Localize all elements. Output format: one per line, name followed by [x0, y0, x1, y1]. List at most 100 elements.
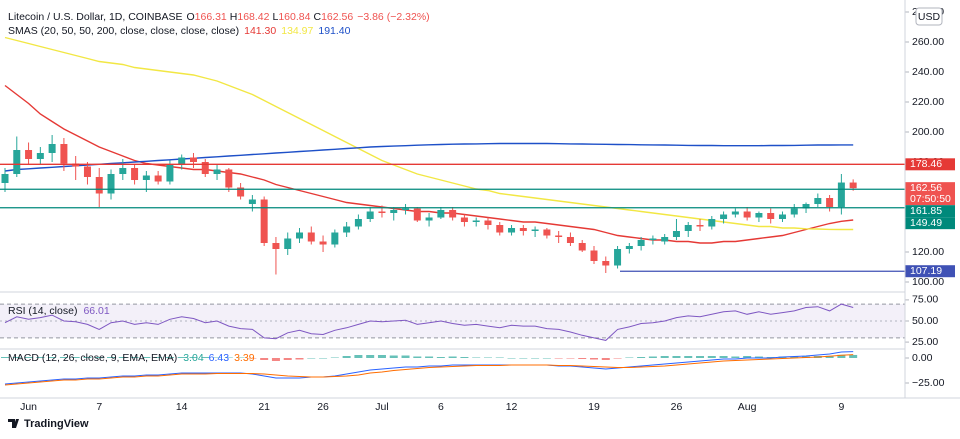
- histogram-bar: [307, 358, 316, 359]
- histogram-bar: [413, 356, 422, 358]
- histogram-bar: [554, 358, 563, 359]
- candle-body: [661, 237, 669, 242]
- candle-body: [284, 238, 292, 249]
- y-tick-label: 75.00: [912, 294, 938, 306]
- candle-body: [166, 165, 174, 182]
- histogram-bar: [707, 356, 716, 358]
- histogram-bar: [648, 356, 657, 358]
- candle-body: [131, 168, 139, 180]
- candle-body: [826, 198, 834, 207]
- candle-body: [508, 228, 516, 233]
- candle-body: [237, 187, 245, 197]
- candle-body: [649, 238, 657, 240]
- histogram-bar: [601, 358, 610, 360]
- candle-body: [48, 144, 56, 153]
- histogram-bar: [177, 357, 186, 358]
- candle-body: [720, 214, 728, 219]
- histogram-bar: [24, 357, 33, 358]
- candle-body: [343, 226, 351, 233]
- histogram-bar: [295, 358, 304, 360]
- candle-body: [402, 208, 410, 210]
- histogram-bar: [401, 355, 410, 358]
- candle-body: [778, 214, 786, 219]
- histogram-bar: [342, 356, 351, 358]
- y-tick-label: 120.00: [912, 246, 944, 258]
- candle-body: [637, 240, 645, 246]
- price-label-bg: [905, 205, 955, 218]
- candle-body: [708, 219, 716, 227]
- x-tick-label: Jul: [375, 401, 388, 413]
- brand: TradingView: [24, 418, 89, 430]
- histogram-bar: [71, 357, 80, 358]
- histogram-bar: [213, 357, 222, 358]
- price-label: 107.19: [910, 265, 942, 277]
- histogram-bar: [672, 356, 681, 358]
- candle-body: [354, 219, 362, 227]
- legend-item: C: [313, 11, 321, 23]
- histogram-bar: [507, 358, 516, 359]
- candle-body: [566, 237, 574, 243]
- histogram-bar: [684, 356, 693, 358]
- candle-body: [225, 169, 233, 188]
- histogram-bar: [189, 357, 198, 358]
- currency-box[interactable]: [915, 7, 943, 26]
- candle-body: [296, 232, 303, 239]
- histogram-bar: [59, 357, 68, 358]
- histogram-bar: [590, 358, 598, 360]
- candle-body: [178, 157, 186, 165]
- histogram-bar: [436, 357, 445, 358]
- candle-body: [201, 162, 209, 174]
- logo-icon: [8, 419, 19, 428]
- candle-body: [743, 211, 751, 218]
- line: [4, 142, 854, 172]
- histogram-bar: [425, 356, 434, 358]
- histogram-bar: [1, 357, 9, 358]
- x-tick-label: 21: [258, 401, 270, 413]
- histogram-bar: [319, 358, 328, 359]
- candle-body: [602, 261, 610, 266]
- histogram-bar: [330, 357, 339, 358]
- candle-body: [519, 228, 527, 231]
- legend-item: 66.01: [83, 305, 109, 317]
- candle-body: [543, 229, 551, 236]
- price-label-bg: [905, 182, 955, 206]
- candle-body: [755, 213, 763, 218]
- price-label: 161.85: [910, 205, 942, 217]
- histogram-bar: [542, 358, 551, 359]
- candle-body: [849, 182, 857, 189]
- line: [4, 354, 854, 386]
- x-tick-label: 7: [96, 401, 102, 413]
- candle-body: [684, 225, 692, 231]
- candle-body: [814, 198, 822, 204]
- legend-item: 166.31: [195, 11, 227, 23]
- currency[interactable]: USD: [918, 11, 941, 23]
- candle-body: [72, 163, 80, 167]
- candle-body: [590, 250, 598, 261]
- histogram-bar: [519, 358, 528, 359]
- histogram-bar: [283, 358, 292, 360]
- histogram-bar: [377, 355, 386, 358]
- histogram-bar: [201, 357, 210, 358]
- y-tick-label: 200.00: [912, 126, 944, 138]
- y-tick-label: −25.00: [912, 377, 945, 389]
- legend-item: 141.30: [244, 25, 276, 37]
- price-label-bg: [905, 217, 955, 230]
- histogram-bar: [12, 357, 21, 358]
- x-tick-label: 26: [671, 401, 683, 413]
- candle-body: [460, 217, 468, 222]
- legend-item: −3.86: [357, 11, 384, 23]
- histogram-bar: [660, 356, 669, 358]
- legend-item: 3.04: [183, 352, 204, 364]
- histogram-bar: [130, 357, 139, 358]
- histogram-bar: [731, 356, 740, 358]
- histogram-bar: [448, 356, 457, 358]
- plot-layer: 100.00120.00140.00160.00180.00200.00220.…: [0, 6, 955, 413]
- histogram-bar: [36, 357, 45, 358]
- legend-item: 160.84: [278, 11, 310, 23]
- candle-body: [731, 211, 739, 215]
- price-label: 162.56: [910, 182, 942, 194]
- legend-item: 3.39: [234, 352, 255, 364]
- candle-body: [25, 150, 33, 159]
